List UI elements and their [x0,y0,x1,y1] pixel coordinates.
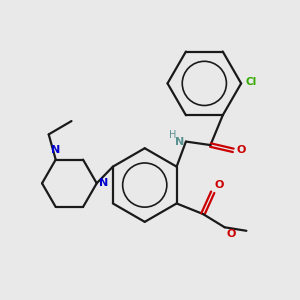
Text: N: N [175,136,184,147]
Text: Cl: Cl [245,76,256,87]
Text: O: O [214,180,224,190]
Text: H: H [169,130,176,140]
Text: O: O [226,229,236,239]
Text: O: O [236,145,245,155]
Text: N: N [99,178,108,188]
Text: N: N [51,146,60,155]
